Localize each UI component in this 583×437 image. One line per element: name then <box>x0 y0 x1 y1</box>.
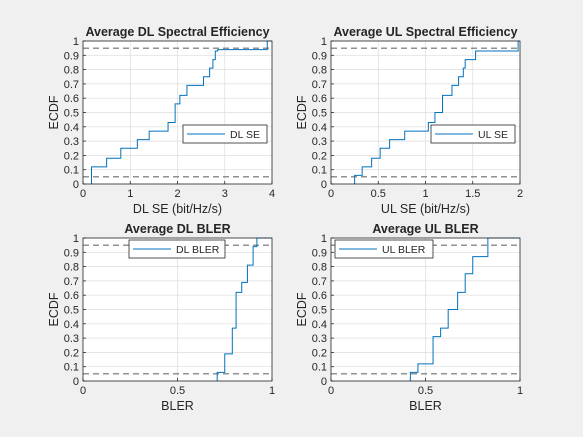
x-axis-label: BLER <box>161 399 194 413</box>
y-tick-label: 1 <box>73 233 79 245</box>
x-tick-label: 0.5 <box>371 188 386 200</box>
y-tick-label: 0.5 <box>64 305 79 317</box>
ecdf-series-line <box>409 237 520 381</box>
y-tick-label: 0.8 <box>312 262 327 274</box>
y-tick-label: 0.9 <box>312 247 327 259</box>
x-tick-label: 1 <box>517 385 523 397</box>
y-tick-label: 0.8 <box>64 262 79 274</box>
y-tick-label: 0.4 <box>64 319 79 331</box>
legend-label: DL SE <box>230 129 260 141</box>
y-tick-label: 0.9 <box>64 50 79 62</box>
x-tick-label: 1.5 <box>465 188 480 200</box>
y-tick-label: 0.7 <box>64 276 79 288</box>
y-tick-label: 0.8 <box>64 65 79 77</box>
y-tick-label: 0.8 <box>312 65 327 77</box>
y-tick-label: 0.7 <box>312 276 327 288</box>
legend-box <box>128 239 226 259</box>
y-tick-label: 0.9 <box>64 247 79 259</box>
y-tick-label: 0.4 <box>312 122 327 134</box>
ecdf-series-line <box>354 40 520 184</box>
y-tick-label: 0.2 <box>312 150 327 162</box>
x-axis-label: BLER <box>409 399 442 413</box>
y-tick-label: 0 <box>321 376 327 388</box>
y-tick-label: 0.7 <box>312 79 327 91</box>
y-tick-label: 0.6 <box>64 290 79 302</box>
y-axis-label: ECDF <box>47 292 61 326</box>
y-tick-label: 0.1 <box>64 362 79 374</box>
y-tick-label: 0.6 <box>64 93 79 105</box>
x-tick-label: 0.5 <box>170 385 185 397</box>
x-axis-label: UL SE (bit/Hz/s) <box>381 202 470 216</box>
legend: DL SE <box>182 124 268 144</box>
x-tick-label: 3 <box>222 188 228 200</box>
ecdf-series-line <box>91 40 272 184</box>
y-tick-label: 0.2 <box>312 347 327 359</box>
y-tick-label: 0.7 <box>64 79 79 91</box>
y-tick-label: 0.3 <box>312 136 327 148</box>
chart-title: Average DL Spectral Efficiency <box>85 25 269 39</box>
y-tick-label: 0.3 <box>312 333 327 345</box>
chart-title: Average DL BLER <box>124 222 230 236</box>
x-tick-label: 0 <box>80 188 86 200</box>
y-tick-label: 1 <box>73 36 79 48</box>
y-tick-label: 0.1 <box>64 165 79 177</box>
y-tick-label: 1 <box>321 36 327 48</box>
x-tick-label: 0 <box>328 385 334 397</box>
subplot-4: 0 0.5 100.10.20.30.40.50.60.70.80.91Averag… <box>295 222 523 413</box>
legend: DL BLER <box>128 239 226 259</box>
y-tick-label: 0.6 <box>312 290 327 302</box>
x-tick-label: 0.5 <box>418 385 433 397</box>
legend-box <box>334 239 434 259</box>
x-tick-label: 1 <box>422 188 428 200</box>
y-axis-label: ECDF <box>295 292 309 326</box>
legend-label: UL SE <box>478 129 508 141</box>
x-tick-label: 2 <box>174 188 180 200</box>
y-tick-label: 0.1 <box>312 362 327 374</box>
y-tick-label: 0 <box>321 179 327 191</box>
x-tick-label: 1 <box>127 188 133 200</box>
subplot-2: 0 0.5 1 1.5 200.10.20.30.40.50.60.70.80.91Av… <box>295 25 523 216</box>
legend: UL SE <box>430 124 516 144</box>
legend: UL BLER <box>334 239 434 259</box>
y-tick-label: 1 <box>321 233 327 245</box>
y-tick-label: 0.3 <box>64 136 79 148</box>
y-tick-label: 0.4 <box>312 319 327 331</box>
y-axis-label: ECDF <box>295 95 309 129</box>
y-tick-label: 0.5 <box>312 108 327 120</box>
y-tick-label: 0 <box>73 376 79 388</box>
y-tick-label: 0.5 <box>64 108 79 120</box>
x-tick-label: 2 <box>517 188 523 200</box>
y-tick-label: 0.9 <box>312 50 327 62</box>
subplot-1: 0 1 2 3 400.10.20.30.40.50.60.70.80.91Averag… <box>47 25 275 216</box>
y-tick-label: 0.5 <box>312 305 327 317</box>
x-axis-label: DL SE (bit/Hz/s) <box>133 202 222 216</box>
chart-title: Average UL Spectral Efficiency <box>333 25 517 39</box>
subplot-3: 0 0.5 100.10.20.30.40.50.60.70.80.91Averag… <box>47 222 275 413</box>
y-tick-label: 0.6 <box>312 93 327 105</box>
chart-title: Average UL BLER <box>372 222 478 236</box>
y-tick-label: 0.2 <box>64 150 79 162</box>
legend-label: DL BLER <box>176 244 220 256</box>
x-tick-label: 0 <box>80 385 86 397</box>
y-axis-label: ECDF <box>47 95 61 129</box>
ecdf-series-line <box>216 237 272 381</box>
x-tick-label: 1 <box>269 385 275 397</box>
x-tick-label: 4 <box>269 188 275 200</box>
legend-label: UL BLER <box>382 244 426 256</box>
y-tick-label: 0.3 <box>64 333 79 345</box>
x-tick-label: 0 <box>328 188 334 200</box>
y-tick-label: 0.1 <box>312 165 327 177</box>
y-tick-label: 0.2 <box>64 347 79 359</box>
y-tick-label: 0.4 <box>64 122 79 134</box>
y-tick-label: 0 <box>73 179 79 191</box>
